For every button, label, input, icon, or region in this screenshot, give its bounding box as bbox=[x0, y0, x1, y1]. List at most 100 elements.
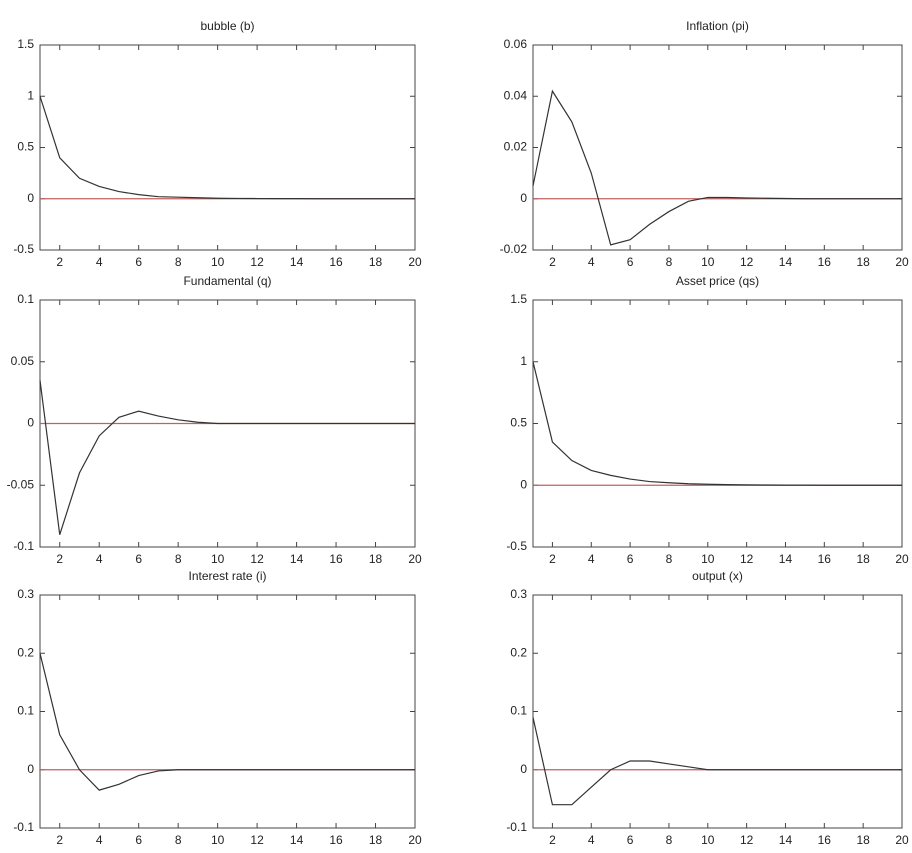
x-tick-label: 6 bbox=[135, 833, 142, 847]
x-tick-label: 8 bbox=[175, 833, 182, 847]
x-tick-label: 4 bbox=[588, 255, 595, 269]
y-tick-label: 0 bbox=[27, 762, 34, 776]
y-tick-label: 0.1 bbox=[510, 704, 527, 718]
x-tick-label: 16 bbox=[818, 255, 832, 269]
panel-title: Interest rate (i) bbox=[188, 569, 266, 583]
axes-box bbox=[532, 594, 903, 829]
x-tick-label: 8 bbox=[666, 552, 673, 566]
x-tick-label: 20 bbox=[895, 552, 909, 566]
x-tick-label: 16 bbox=[329, 255, 343, 269]
x-tick-label: 20 bbox=[895, 255, 909, 269]
x-tick-label: 8 bbox=[175, 552, 182, 566]
x-tick-label: 18 bbox=[369, 255, 383, 269]
y-tick-label: 0.2 bbox=[510, 645, 527, 659]
y-tick-label: 1 bbox=[27, 88, 34, 102]
y-tick-label: 0.1 bbox=[17, 292, 34, 306]
x-tick-label: 2 bbox=[549, 833, 556, 847]
y-tick-label: 1.5 bbox=[510, 292, 527, 306]
panel-title: bubble (b) bbox=[200, 19, 254, 33]
x-tick-label: 8 bbox=[175, 255, 182, 269]
response-line bbox=[532, 89, 902, 246]
x-tick-label: 20 bbox=[408, 552, 422, 566]
y-tick-label: 1.5 bbox=[17, 37, 34, 51]
x-tick-label: 20 bbox=[408, 255, 422, 269]
x-tick-label: 10 bbox=[211, 833, 225, 847]
x-tick-label: 16 bbox=[329, 833, 343, 847]
axes-box bbox=[532, 44, 903, 251]
response-line bbox=[532, 717, 902, 806]
x-tick-label: 14 bbox=[290, 833, 304, 847]
x-tick-label: 6 bbox=[135, 552, 142, 566]
x-tick-label: 12 bbox=[250, 552, 264, 566]
y-tick-label: -0.05 bbox=[7, 477, 35, 491]
x-tick-label: 18 bbox=[856, 255, 870, 269]
y-tick-label: 0.3 bbox=[510, 587, 527, 601]
x-tick-label: 14 bbox=[779, 833, 793, 847]
x-tick-label: 14 bbox=[779, 255, 793, 269]
x-tick-label: 18 bbox=[856, 833, 870, 847]
x-tick-label: 4 bbox=[96, 255, 103, 269]
x-tick-label: 10 bbox=[211, 552, 225, 566]
y-tick-label: 0.04 bbox=[504, 88, 528, 102]
panel-title: Fundamental (q) bbox=[183, 274, 271, 288]
x-tick-label: 6 bbox=[135, 255, 142, 269]
y-tick-label: -0.02 bbox=[500, 242, 528, 256]
x-tick-label: 6 bbox=[627, 255, 634, 269]
y-tick-label: 0.2 bbox=[17, 645, 34, 659]
y-tick-label: 0.3 bbox=[17, 587, 34, 601]
x-tick-label: 2 bbox=[56, 833, 63, 847]
response-line bbox=[532, 361, 902, 486]
x-tick-label: 12 bbox=[740, 833, 754, 847]
y-tick-label: -0.1 bbox=[506, 820, 527, 834]
x-tick-label: 4 bbox=[96, 833, 103, 847]
x-tick-label: 10 bbox=[701, 255, 715, 269]
y-tick-label: 0.5 bbox=[510, 416, 527, 430]
x-tick-label: 16 bbox=[818, 552, 832, 566]
y-tick-label: 0 bbox=[520, 477, 527, 491]
x-tick-label: 18 bbox=[856, 552, 870, 566]
x-tick-label: 12 bbox=[250, 833, 264, 847]
axes-box bbox=[39, 594, 416, 829]
x-tick-label: 12 bbox=[740, 255, 754, 269]
y-tick-label: 0.05 bbox=[11, 354, 35, 368]
y-tick-label: -0.1 bbox=[13, 820, 34, 834]
x-tick-label: 2 bbox=[56, 552, 63, 566]
x-tick-label: 2 bbox=[549, 255, 556, 269]
panel-title: Inflation (pi) bbox=[686, 19, 749, 33]
axes-box bbox=[39, 44, 416, 251]
y-tick-label: 0 bbox=[520, 191, 527, 205]
x-tick-label: 16 bbox=[329, 552, 343, 566]
panel-title: Asset price (qs) bbox=[676, 274, 759, 288]
y-tick-label: 0 bbox=[27, 191, 34, 205]
y-tick-label: 0 bbox=[520, 762, 527, 776]
x-tick-label: 10 bbox=[701, 833, 715, 847]
y-tick-label: 1 bbox=[520, 354, 527, 368]
x-tick-label: 8 bbox=[666, 255, 673, 269]
axes-box bbox=[532, 299, 903, 548]
x-tick-label: 2 bbox=[56, 255, 63, 269]
x-tick-label: 4 bbox=[96, 552, 103, 566]
x-tick-label: 12 bbox=[740, 552, 754, 566]
response-line bbox=[39, 380, 415, 535]
y-tick-label: 0.1 bbox=[17, 704, 34, 718]
x-tick-label: 6 bbox=[627, 552, 634, 566]
x-tick-label: 4 bbox=[588, 552, 595, 566]
x-tick-label: 14 bbox=[290, 552, 304, 566]
x-tick-label: 18 bbox=[369, 552, 383, 566]
x-tick-label: 16 bbox=[818, 833, 832, 847]
response-line bbox=[39, 96, 415, 200]
panel-title: output (x) bbox=[692, 569, 743, 583]
x-tick-label: 12 bbox=[250, 255, 264, 269]
x-tick-label: 8 bbox=[666, 833, 673, 847]
x-tick-label: 14 bbox=[290, 255, 304, 269]
response-line bbox=[39, 653, 415, 791]
x-tick-label: 18 bbox=[369, 833, 383, 847]
x-tick-label: 6 bbox=[627, 833, 634, 847]
x-tick-label: 10 bbox=[701, 552, 715, 566]
y-tick-label: 0 bbox=[27, 416, 34, 430]
y-tick-label: 0.02 bbox=[504, 140, 528, 154]
x-tick-label: 20 bbox=[408, 833, 422, 847]
x-tick-label: 10 bbox=[211, 255, 225, 269]
y-tick-label: 0.06 bbox=[504, 37, 528, 51]
